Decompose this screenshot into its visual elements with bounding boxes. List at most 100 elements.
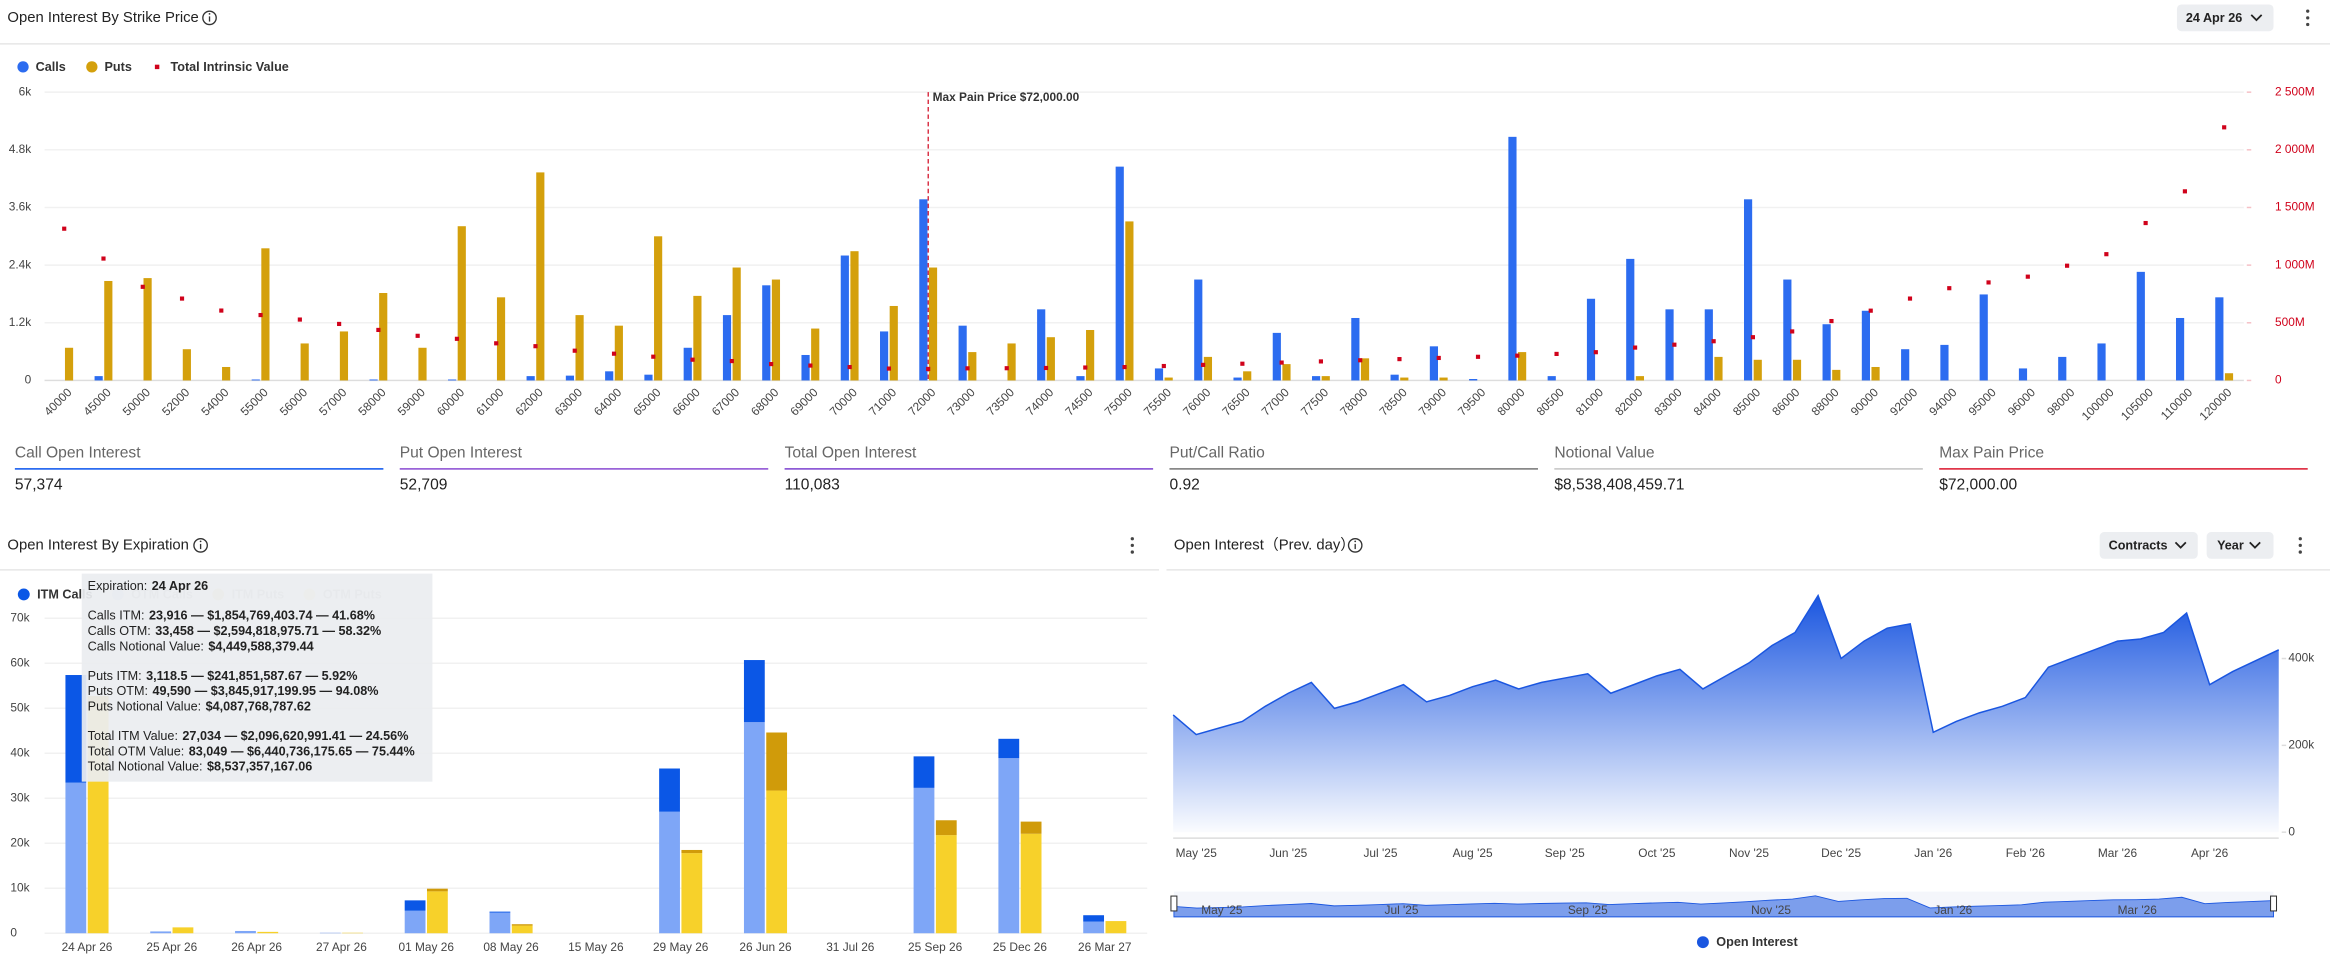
x-tick-label: 67000 — [709, 385, 743, 419]
navigator-handle[interactable] — [2270, 895, 2278, 912]
bar — [1635, 376, 1645, 381]
intrinsic-point — [1397, 357, 1402, 362]
dropdown-label: 24 Apr 26 — [2186, 11, 2242, 25]
x-tick-label: 70000 — [827, 385, 861, 419]
intrinsic-point — [1004, 366, 1009, 371]
bar — [1037, 309, 1046, 381]
x-tick-label: 83000 — [1651, 385, 1685, 419]
intrinsic-point — [376, 327, 381, 333]
tooltip-value: 3,118.5 — $241,851,587.67 — 5.92% — [146, 669, 357, 683]
intrinsic-point — [611, 351, 617, 356]
unit-dropdown[interactable]: Contracts — [2099, 532, 2198, 559]
x-tick-label: 78500 — [1376, 385, 1410, 419]
x-tick-label: 90000 — [1848, 385, 1882, 419]
intrinsic-point — [572, 348, 577, 353]
bar — [2097, 343, 2106, 381]
bar-segment — [659, 768, 680, 812]
bar — [1783, 279, 1792, 381]
bar-segment — [404, 910, 426, 934]
y-tick-label: 1.2k — [9, 315, 32, 329]
stat-label: Put/Call Ratio — [1169, 444, 1265, 461]
info-icon[interactable] — [193, 538, 208, 553]
navigator-label: Sep '25 — [1568, 903, 1608, 917]
navigator-label: Mar '26 — [2118, 903, 2158, 917]
x-tick-label: 52000 — [159, 385, 193, 419]
y2-tick-label: 2 000M — [2275, 142, 2315, 156]
bar — [457, 226, 466, 381]
tooltip-line: Puts ITM: 3,118.5 — $241,851,587.67 — 5.9… — [88, 669, 358, 683]
y-tick-label: 10k — [10, 880, 29, 894]
bar — [1233, 377, 1242, 381]
bar — [2175, 317, 2185, 381]
bar — [222, 366, 231, 381]
area-line — [1172, 593, 2280, 736]
info-icon[interactable] — [202, 10, 217, 26]
more-menu[interactable] — [1130, 537, 1134, 554]
tooltip-line: Total ITM Value: 27,034 — $2,096,620,991.… — [88, 729, 409, 743]
intrinsic-point — [1318, 359, 1324, 364]
bar — [1115, 166, 1124, 381]
info-icon[interactable] — [1347, 538, 1363, 553]
x-tick-label: 98000 — [2044, 385, 2078, 419]
x-tick-label: Sep '25 — [1545, 846, 1585, 860]
legend-marker — [154, 64, 160, 70]
navigator-area — [1173, 895, 2274, 918]
bar — [251, 379, 260, 381]
bar — [2215, 297, 2224, 381]
bar-segment — [1020, 833, 1042, 934]
navigator-handle[interactable] — [1170, 895, 1178, 912]
bar — [1076, 376, 1085, 381]
x-tick-label: 96000 — [2005, 385, 2039, 419]
x-tick-label: 56000 — [277, 385, 311, 419]
x-tick-label: 73000 — [945, 385, 979, 419]
bar — [64, 347, 74, 381]
intrinsic-point — [1907, 296, 1913, 301]
bar — [1832, 369, 1841, 381]
bar — [1086, 329, 1095, 381]
legend-label: Calls — [36, 60, 66, 74]
bar — [536, 172, 545, 381]
tooltip-line: Expiration: 24 Apr 26 — [88, 579, 208, 593]
intrinsic-point — [1122, 364, 1127, 370]
x-tick-label: 25 Sep 26 — [908, 940, 963, 954]
x-tick-label: 82000 — [1612, 385, 1646, 419]
area-fill — [1173, 595, 2279, 833]
x-tick-label: 08 May 26 — [483, 940, 539, 954]
intrinsic-point — [1358, 358, 1363, 363]
bar — [2058, 356, 2067, 381]
intrinsic-point — [2222, 125, 2227, 130]
intrinsic-point — [337, 321, 342, 327]
bar — [448, 379, 457, 381]
bar-segment — [257, 931, 279, 934]
bar-segment — [1105, 921, 1127, 934]
y-tick-label: 30k — [10, 790, 29, 804]
y2-tick-label: 0 — [2275, 373, 2282, 387]
intrinsic-point — [1790, 329, 1795, 334]
bar-segment — [681, 849, 703, 854]
intrinsic-point — [2182, 189, 2187, 194]
x-tick-label: Nov '25 — [1729, 846, 1769, 860]
dropdown-label: Contracts — [2109, 538, 2168, 552]
bar — [526, 376, 535, 381]
tooltip-value: $8,537,357,167.06 — [207, 760, 312, 774]
x-tick-label: 65000 — [630, 385, 664, 419]
more-menu[interactable] — [2306, 9, 2310, 27]
legend-marker — [17, 61, 29, 73]
y-tick-label: 70k — [10, 610, 29, 624]
bar — [1518, 352, 1527, 381]
bar — [1312, 376, 1321, 381]
tooltip-value: 49,590 — $3,845,917,199.95 — 94.08% — [152, 685, 378, 699]
expiry-dropdown[interactable]: 24 Apr 26 — [2176, 4, 2274, 32]
bar — [1508, 136, 1517, 381]
bar — [369, 379, 378, 381]
stat-value: 110,083 — [785, 476, 840, 493]
bar — [1351, 317, 1360, 381]
period-dropdown[interactable]: Year — [2206, 532, 2274, 559]
more-menu[interactable] — [2298, 537, 2302, 554]
stat-value: $72,000.00 — [1939, 476, 2017, 493]
x-tick-label: 27 Apr 26 — [316, 940, 367, 954]
y-tick-label: 40k — [10, 745, 29, 759]
bar-segment — [172, 927, 194, 934]
navigator-label: Jul '25 — [1385, 903, 1419, 917]
bar-segment — [913, 756, 935, 788]
